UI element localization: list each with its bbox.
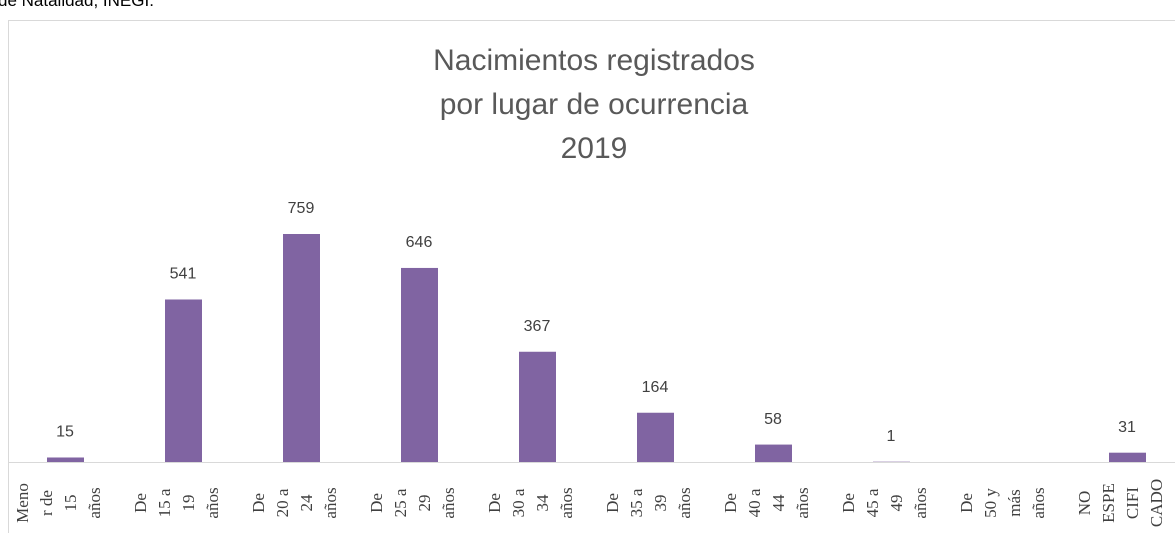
x-tick-label-line: años	[321, 487, 340, 518]
bar	[401, 267, 438, 462]
x-tick-label-line: 15 a	[155, 488, 174, 517]
data-label: 164	[642, 379, 669, 396]
x-tick-label-line: 49	[887, 495, 906, 512]
x-tick-label: De 45 a 49 años	[839, 487, 930, 518]
x-tick-label-line: De	[603, 493, 622, 513]
data-label: 15	[56, 424, 74, 441]
x-tick-label-line: años	[793, 487, 812, 518]
chart-title: Nacimientos registrados	[433, 44, 755, 77]
data-label: 31	[1118, 419, 1136, 436]
x-tick-label-line: años	[203, 487, 222, 518]
x-tick-label: De 35 a 39 años	[603, 487, 694, 518]
data-label: 367	[524, 318, 551, 335]
x-tick-label-line: 25 a	[391, 488, 410, 517]
x-tick-label-line: años	[439, 487, 458, 518]
x-tick-label: De 20 a 24 años	[249, 487, 340, 518]
x-tick-label-line: De	[367, 493, 386, 513]
bar	[165, 299, 202, 462]
x-tick-label-line: 50 y	[981, 488, 1000, 518]
caption: de Natalidad, INEGI.	[0, 0, 154, 10]
x-tick-label-line: años	[85, 487, 104, 518]
x-tick-label-line: 40 a	[745, 488, 764, 517]
bar	[519, 351, 556, 462]
x-tick-label-line: ESPE	[1099, 483, 1118, 523]
x-tick-label-line: NO	[1075, 491, 1094, 516]
chart-title: 2019	[561, 132, 628, 165]
x-tick-label: De 50 y más años	[957, 487, 1048, 518]
bar	[283, 234, 320, 462]
x-tick-label-line: De	[249, 493, 268, 513]
x-tick-label: De 40 a 44 años	[721, 487, 812, 518]
bar	[637, 412, 674, 462]
x-tick-label-line: r de	[37, 490, 56, 516]
x-tick-label: Meno r de 15 años	[13, 483, 104, 523]
x-tick-label-line: años	[675, 487, 694, 518]
x-tick-label-line: más	[1005, 489, 1024, 516]
x-tick-label-line: Meno	[13, 483, 32, 523]
x-tick-label-line: 15	[61, 495, 80, 512]
x-tick-label-line: 45 a	[863, 488, 882, 517]
bar	[47, 457, 84, 462]
x-tick-label-line: De	[839, 493, 858, 513]
x-tick-label-line: 20 a	[273, 488, 292, 517]
x-tick-label-line: De	[131, 493, 150, 513]
x-tick-label: De 30 a 34 años	[485, 487, 576, 518]
x-tick-label-line: años	[911, 487, 930, 518]
data-label: 1	[887, 428, 896, 445]
data-label: 58	[764, 411, 782, 428]
bar	[755, 444, 792, 462]
x-tick-label-line: De	[721, 493, 740, 513]
x-tick-label-line: 34	[533, 494, 552, 512]
x-tick-label-line: 19	[179, 495, 198, 512]
chart-border	[8, 20, 1175, 533]
data-label: 759	[288, 200, 315, 217]
x-tick-label-line: años	[1029, 487, 1048, 518]
bar	[1109, 452, 1146, 462]
x-tick-label-line: 44	[769, 494, 788, 512]
x-tick-label: De 15 a 19 años	[131, 487, 222, 518]
x-tick-label-line: CADO	[1147, 479, 1166, 527]
x-tick-label-line: 24	[297, 494, 316, 512]
x-tick-label-line: CIFI	[1123, 487, 1142, 519]
x-tick-label-line: 35 a	[627, 488, 646, 517]
data-label: 646	[406, 234, 433, 251]
x-tick-label: NO ESPE CIFI CADO	[1075, 479, 1166, 527]
chart-title: por lugar de ocurrencia	[440, 88, 749, 121]
x-tick-label-line: años	[557, 487, 576, 518]
x-tick-label-line: 29	[415, 495, 434, 512]
x-tick-label-line: De	[485, 493, 504, 513]
data-label: 541	[170, 266, 197, 283]
x-tick-label: De 25 a 29 años	[367, 487, 458, 518]
x-tick-label-line: 39	[651, 495, 670, 512]
x-tick-label-line: 30 a	[509, 488, 528, 517]
x-tick-label-line: De	[957, 493, 976, 513]
